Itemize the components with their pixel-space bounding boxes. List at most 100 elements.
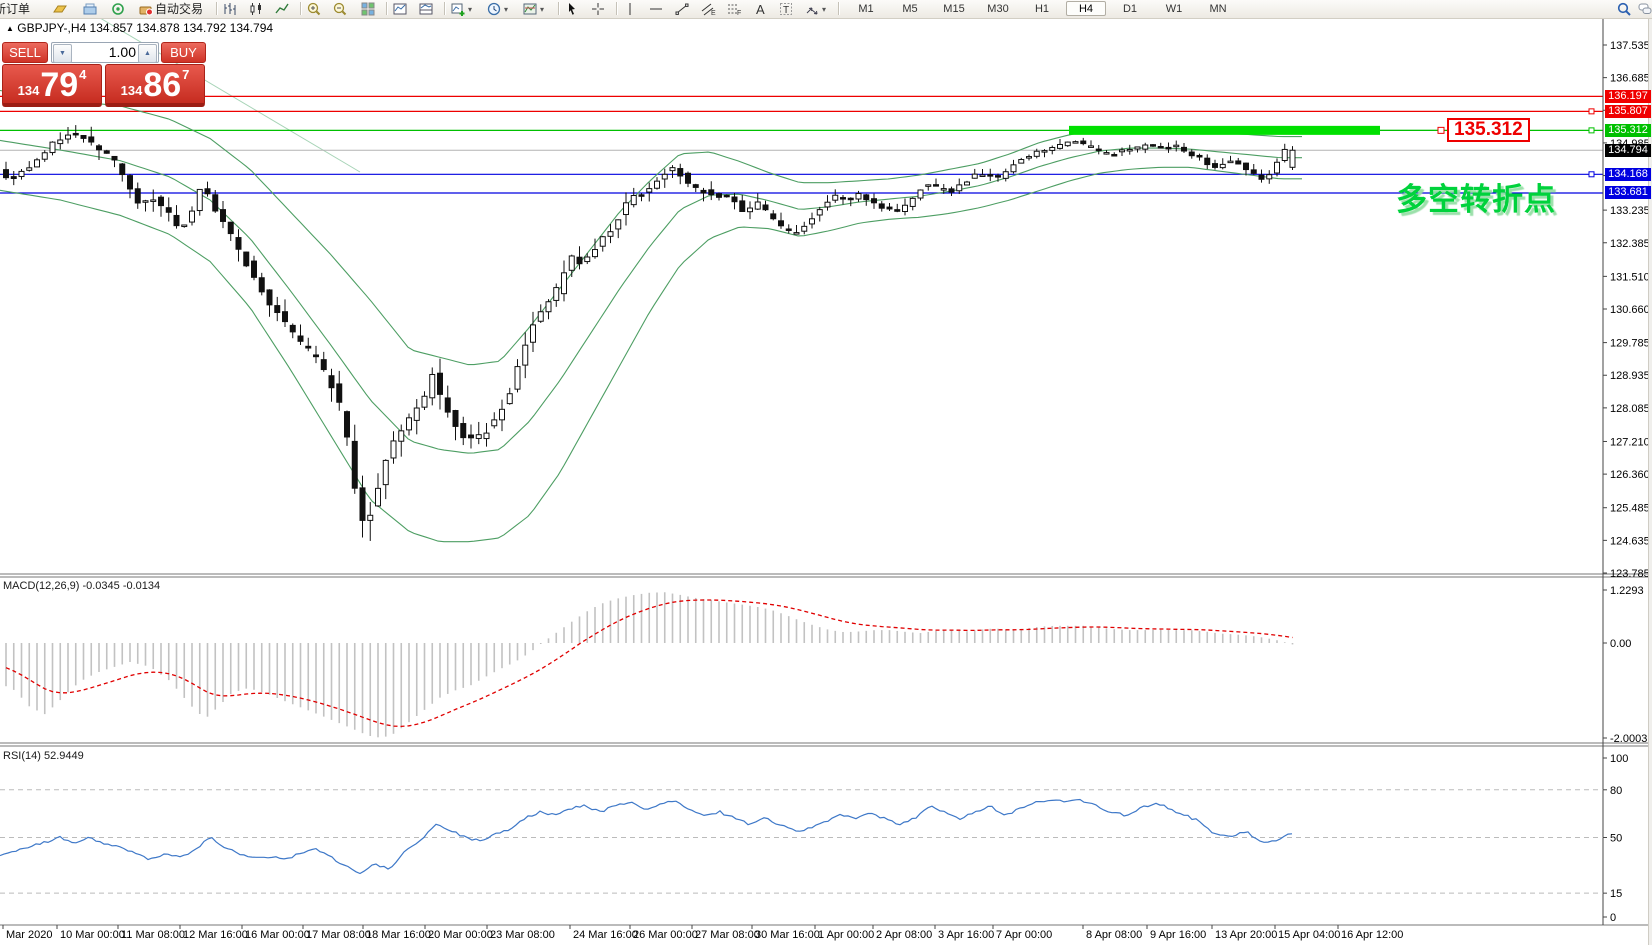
timeframe-m30-button[interactable]: M30 bbox=[987, 2, 1009, 15]
toolbar-separator bbox=[558, 2, 559, 15]
svg-text:126.360: 126.360 bbox=[1610, 469, 1650, 481]
volume-decrease-button[interactable]: ▼ bbox=[53, 44, 72, 63]
svg-text:125.485: 125.485 bbox=[1610, 503, 1650, 515]
timeframe-mn-button[interactable]: MN bbox=[1209, 2, 1227, 15]
auto-trading-label: 自动交易 bbox=[155, 2, 204, 16]
volume-input[interactable]: 1.00 bbox=[108, 44, 136, 60]
svg-text:0.00: 0.00 bbox=[1610, 638, 1631, 650]
crosshair-button[interactable] bbox=[590, 1, 606, 17]
svg-text:136.685: 136.685 bbox=[1610, 73, 1650, 85]
toolbar-separator bbox=[386, 2, 387, 15]
chevron-down-icon: ▾ bbox=[504, 4, 509, 14]
zoom-out-button[interactable] bbox=[332, 1, 348, 17]
one-click-trading-panel: SELL ▼ 1.00 ▲ BUY 134 79 4 134 86 7 bbox=[2, 42, 206, 108]
shapes-button[interactable]: ▾ bbox=[804, 1, 826, 17]
periods-button[interactable]: ▾ bbox=[486, 1, 508, 17]
fibonacci-button[interactable]: F bbox=[726, 1, 742, 17]
svg-text:129.785: 129.785 bbox=[1610, 338, 1650, 350]
new-order-label: 新订单 bbox=[0, 2, 31, 16]
price-badge: 133.681 bbox=[1605, 186, 1651, 200]
price-badge: 135.807 bbox=[1605, 104, 1651, 118]
svg-text:130.660: 130.660 bbox=[1610, 304, 1650, 316]
svg-text:50: 50 bbox=[1610, 833, 1622, 845]
timeframe-h1-button[interactable]: H1 bbox=[1034, 2, 1050, 15]
rsi-label: RSI(14) 52.9449 bbox=[3, 750, 84, 762]
svg-text:A: A bbox=[756, 2, 765, 17]
zoom-in-button[interactable] bbox=[306, 1, 322, 17]
svg-text:131.510: 131.510 bbox=[1610, 271, 1650, 283]
sell-button[interactable]: SELL bbox=[2, 42, 48, 63]
ingot-icon[interactable] bbox=[52, 1, 68, 17]
indicator-window-button[interactable] bbox=[418, 1, 434, 17]
buy-button[interactable]: BUY bbox=[161, 42, 206, 63]
volume-increase-button[interactable]: ▲ bbox=[138, 44, 157, 63]
time-axis-label: 11 Mar 08:00 bbox=[121, 929, 185, 941]
tile-windows-button[interactable] bbox=[360, 1, 376, 17]
broadcast-icon[interactable] bbox=[110, 1, 126, 17]
timeframe-w1-button[interactable]: W1 bbox=[1165, 2, 1183, 15]
buy-price-sup: 7 bbox=[182, 67, 190, 82]
price-level-label: 135.312 bbox=[1447, 118, 1530, 142]
macd-signal-line bbox=[5, 599, 1293, 728]
bar-chart-button[interactable] bbox=[222, 1, 238, 17]
timeframe-m5-button[interactable]: M5 bbox=[902, 2, 918, 15]
bollinger-band bbox=[0, 139, 1302, 454]
cursor-button[interactable] bbox=[564, 1, 580, 17]
svg-text:137.535: 137.535 bbox=[1610, 40, 1650, 52]
svg-text:-2.0003: -2.0003 bbox=[1610, 733, 1647, 745]
sell-price-big: 79 bbox=[40, 66, 79, 104]
object-handle[interactable] bbox=[1588, 127, 1595, 134]
time-axis-label: 2 Apr 08:00 bbox=[876, 929, 932, 941]
time-axis-label: 9 Apr 16:00 bbox=[1150, 929, 1206, 941]
buy-price-button[interactable]: 134 86 7 bbox=[105, 64, 205, 107]
text-button[interactable]: A bbox=[752, 1, 768, 17]
svg-text:100: 100 bbox=[1610, 753, 1628, 765]
equidistant-channel-button[interactable]: E bbox=[700, 1, 716, 17]
sell-price-base: 134 bbox=[17, 83, 40, 98]
time-axis-label: Mar 2020 bbox=[6, 929, 52, 941]
volume-spinner: ▼ 1.00 ▲ bbox=[51, 42, 159, 63]
line-chart-button[interactable] bbox=[274, 1, 290, 17]
candlestick-chart-button[interactable] bbox=[248, 1, 264, 17]
toolbar-separator bbox=[444, 2, 445, 15]
indicator-list-button[interactable] bbox=[392, 1, 408, 17]
new-order-button[interactable]: 新订单 bbox=[0, 1, 30, 17]
object-handle[interactable] bbox=[1588, 108, 1595, 115]
candlesticks bbox=[3, 125, 1296, 541]
toolbar-separator bbox=[616, 2, 617, 15]
price-badge: 134.168 bbox=[1605, 167, 1651, 181]
search-icon[interactable] bbox=[1616, 1, 1632, 17]
price-badge: 136.197 bbox=[1605, 89, 1651, 103]
window-right-edge bbox=[1648, 0, 1652, 945]
object-handle[interactable] bbox=[1437, 126, 1445, 134]
horizontal-line-button[interactable] bbox=[648, 1, 664, 17]
templates-button[interactable]: ▾ bbox=[522, 1, 544, 17]
text-label-button[interactable]: T bbox=[778, 1, 794, 17]
collapse-arrow-icon[interactable]: ▲ bbox=[6, 24, 14, 33]
printer-icon[interactable] bbox=[82, 1, 98, 17]
auto-trading-icon bbox=[139, 6, 153, 16]
ohlc-values: 134.857 134.878 134.792 134.794 bbox=[89, 21, 274, 35]
chat-icon[interactable] bbox=[1637, 1, 1652, 17]
timeframe-m1-button[interactable]: M1 bbox=[858, 2, 874, 15]
svg-text:127.210: 127.210 bbox=[1610, 436, 1650, 448]
thick-trend-segment[interactable] bbox=[1069, 125, 1380, 135]
buy-price-big: 86 bbox=[143, 66, 182, 104]
chart-annotation-text: 多空转折点 bbox=[1396, 182, 1556, 217]
auto-trading-button[interactable]: 自动交易 bbox=[138, 1, 203, 17]
timeframe-h4-button[interactable]: H4 bbox=[1066, 1, 1106, 16]
vertical-line-button[interactable] bbox=[622, 1, 638, 17]
object-handle[interactable] bbox=[1588, 171, 1595, 178]
symbol-period-label: GBPJPY-,H4 bbox=[17, 21, 87, 35]
svg-text:132.385: 132.385 bbox=[1610, 238, 1650, 250]
time-axis-label: 13 Apr 20:00 bbox=[1215, 929, 1277, 941]
time-axis-label: 18 Mar 16:00 bbox=[366, 929, 431, 941]
timeframe-d1-button[interactable]: D1 bbox=[1122, 2, 1138, 15]
sell-price-button[interactable]: 134 79 4 bbox=[2, 64, 102, 107]
timeframe-m15-button[interactable]: M15 bbox=[943, 2, 965, 15]
new-chart-button[interactable]: ▾ bbox=[450, 1, 472, 17]
trendline-button[interactable] bbox=[674, 1, 690, 17]
svg-text:80: 80 bbox=[1610, 785, 1622, 797]
svg-text:15: 15 bbox=[1610, 888, 1622, 900]
